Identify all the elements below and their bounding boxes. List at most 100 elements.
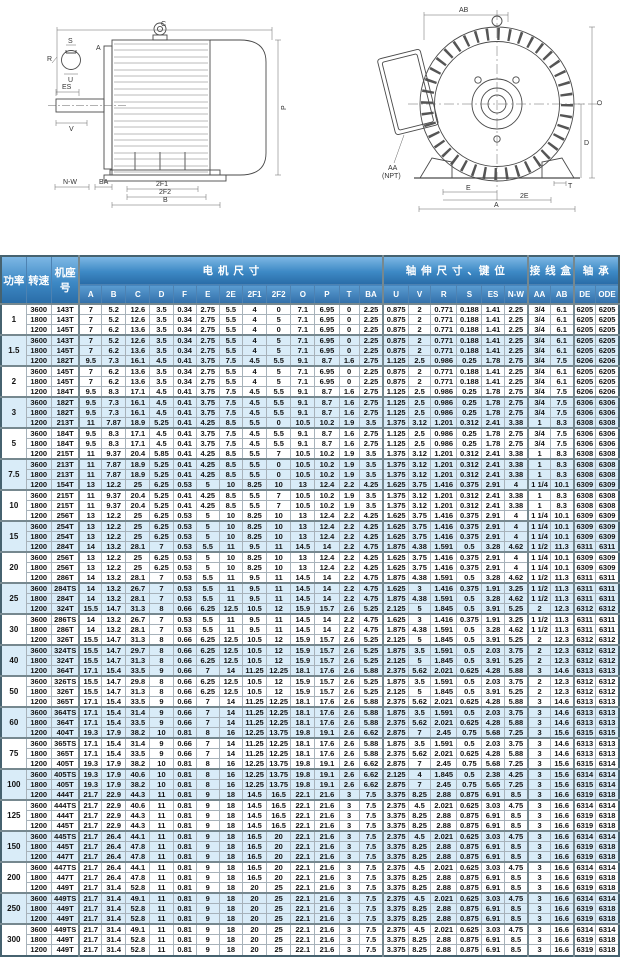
value-cell: 16.1 [125,407,151,419]
speed-cell: 1200 [25,882,52,894]
value-cell: 6206 [572,355,597,367]
value-cell: 6.95 [314,303,340,316]
value-cell: 0.81 [172,934,197,946]
value-cell: 14.7 [101,603,127,615]
value-cell: 16.5 [266,810,292,822]
value-cell: 6205 [595,345,620,356]
dim-label-R: R [47,56,52,63]
value-cell: 8.25 [407,851,432,863]
value-cell: 3 [338,944,360,957]
value-cell: 16.5 [241,841,268,853]
value-cell: 5 [407,603,432,615]
table-row: 1800 256T 13 12.2 25 6.25 0.53 5 10 8.25 10 13 12.4 2… [1,562,620,574]
value-cell: 8.25 [407,903,432,915]
value-cell: 3 [338,810,360,822]
value-cell: 5.5 [218,376,243,388]
power-cell: 20 [0,551,27,584]
frame-cell: 213T [50,417,80,429]
value-cell: 4 [503,510,529,522]
value-cell: 2.75 [503,427,529,440]
frame-cell: 145T [50,324,80,336]
value-cell: 1.845 [430,634,458,646]
value-cell: 2 [527,675,551,688]
value-cell: 18 [218,810,243,822]
value-cell: 21.6 [314,913,340,925]
column-header-O: O [290,284,316,305]
value-cell: 0.625 [456,861,483,874]
frame-cell: 324T [50,655,80,667]
column-header-AB: AB [549,284,575,305]
value-cell: 6312 [595,686,620,698]
value-cell: 4 [241,345,268,356]
value-cell: 15.4 [101,665,127,677]
value-cell: 0.875 [382,365,410,378]
value-cell: 3.91 [481,655,505,667]
value-cell: 5.25 [149,417,174,429]
value-cell: 2 [407,324,432,336]
value-cell: 0.34 [172,376,197,388]
side-view-fins [114,43,208,173]
value-cell: 14.5 [241,810,268,822]
value-cell: 1.201 [430,489,458,502]
value-cell: 8.5 [218,417,243,429]
value-cell: 0.986 [430,355,458,367]
value-cell: 1.9 [338,489,360,502]
value-cell: 4.25 [358,562,384,574]
value-cell: 6.62 [358,727,384,739]
value-cell: 6309 [595,531,620,543]
value-cell: 11 [218,572,243,584]
value-cell: 1 1/2 [527,541,551,553]
value-cell: 13.2 [101,613,127,626]
value-cell: 10.2 [314,458,340,471]
value-cell: 1.875 [382,706,410,719]
value-cell: 12.4 [314,562,340,574]
value-cell: 3.91 [481,603,505,615]
value-cell: 52.8 [125,913,151,925]
value-cell: 11 [149,841,174,853]
value-cell: 6306 [595,438,620,450]
frame-cell: 405TS [50,768,80,781]
power-cell: 250 [0,892,27,925]
value-cell: 7.5 [358,872,384,884]
value-cell: 7 [407,727,432,739]
value-cell: 0.41 [172,500,197,512]
value-cell: 7 [78,345,103,356]
frame-cell: 326TS [50,675,80,688]
frame-cell: 284TS [50,582,80,595]
value-cell: 2.125 [382,603,410,615]
value-cell: 6.62 [358,758,384,770]
frame-cell: 145T [50,365,80,378]
value-cell: 6308 [572,489,597,502]
frame-cell: 364TS [50,706,80,719]
value-cell: 1 [527,448,551,460]
value-cell: 0.188 [456,365,483,378]
speed-cell: 1800 [25,655,52,667]
value-cell: 18 [218,820,243,832]
value-cell: 13 [78,520,103,533]
table-row: 1800 254T 13 12.2 25 6.25 0.53 5 10 8.25 10 13 12.4 2… [1,531,620,543]
value-cell: 7.5 [549,427,575,440]
value-cell: 0.25 [456,427,483,440]
value-cell: 10 [266,562,292,574]
value-cell: 3.75 [503,675,529,688]
value-cell: 2.75 [195,334,220,347]
value-cell: 3.03 [481,892,505,905]
value-cell: 6312 [572,675,597,688]
speed-cell: 3600 [25,613,52,626]
value-cell: 22.1 [290,789,316,801]
value-cell: 8.5 [503,872,529,884]
value-cell: 4.5 [407,799,432,812]
speed-cell: 1800 [25,531,52,543]
power-cell: 10 [0,489,27,522]
value-cell: 6205 [572,314,597,325]
value-cell: 4.75 [503,830,529,843]
value-cell: 0.66 [172,717,197,729]
value-cell: 2.41 [481,417,505,429]
value-cell: 0.375 [456,582,483,595]
value-cell: 19.8 [290,758,316,770]
value-cell: 20.4 [125,500,151,512]
value-cell: 4.28 [481,748,505,760]
value-cell: 1.416 [430,613,458,626]
value-cell: 6312 [572,644,597,657]
column-header-N-W: N-W [503,284,529,305]
